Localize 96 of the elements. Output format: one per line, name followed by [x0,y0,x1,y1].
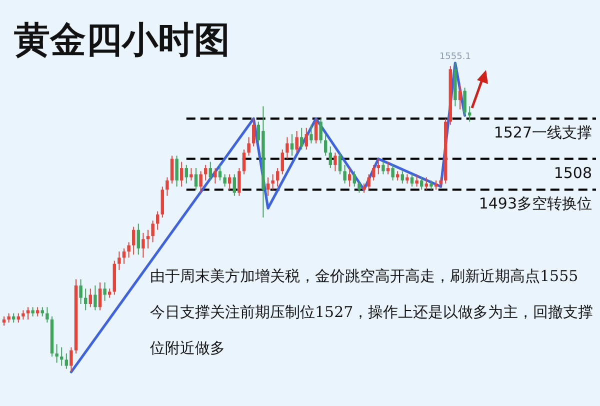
candlestick [199,170,202,194]
candlestick [228,174,232,190]
candlestick [60,346,64,366]
candlestick [304,127,308,150]
candlestick [16,312,20,324]
candlestick [247,136,250,156]
candlestick [204,164,208,181]
candlestick [70,346,73,372]
text: 1555.1 [439,52,471,62]
candlestick [36,306,40,317]
candlestick [372,164,376,181]
candlestick [319,118,322,144]
candlestick [142,232,145,258]
candlestick [214,168,217,184]
candlestick [55,344,58,364]
candlestick [415,174,418,188]
candlestick [252,118,256,147]
candlestick [194,168,198,190]
text: 1508 [554,164,592,182]
candlestick [314,118,318,144]
candlestick [386,161,390,175]
candlestick [280,149,284,175]
candlestick [170,155,174,184]
candlestick [151,220,154,243]
candlestick [166,176,169,196]
title: 黄金四小时图 [14,19,230,61]
candlestick [180,161,184,188]
candlestick [94,284,97,311]
candlestick [223,174,226,188]
candlestick [46,306,49,324]
candlestick [88,288,92,308]
candlestick [156,210,160,230]
candlestick [127,242,130,258]
candlestick [190,168,193,181]
candlestick [362,183,366,194]
candlestick [238,168,241,196]
candlestick [424,176,428,190]
text: 1493多空转换位 [478,194,592,213]
candlestick [410,174,414,188]
annotation: 由于周末美方加增关税，金价跳空高开高走，刷新近期高点1555 [150,266,580,287]
candlestick [406,174,409,184]
candlestick [276,168,280,188]
candlestick [334,152,337,172]
candlestick [300,127,304,150]
candlestick [7,312,10,324]
candlestick [367,174,370,190]
candlestick [382,161,385,175]
candlestick [26,306,30,320]
candlestick [295,130,298,154]
candlestick [458,84,462,110]
candlestick [430,180,433,190]
candlestick [2,316,6,326]
candlestick [208,161,212,181]
candlestick [348,168,352,188]
candlestick [132,226,136,256]
candlestick [122,248,126,264]
candlestick [376,158,380,175]
candlestick [338,152,342,175]
candlestick [218,164,222,181]
candlestick [420,176,424,190]
candlestick [118,250,121,271]
candlestick [271,174,274,190]
candlestick [352,170,356,188]
candlestick [396,170,400,181]
candlestick [343,164,346,184]
candlestick [242,149,246,175]
candlestick [286,136,289,160]
text: 1527一线支撑 [494,124,592,142]
candlestick [79,278,82,305]
candlestick [31,306,34,317]
candlestick [324,134,328,156]
candlestick [463,87,466,116]
candlestick [358,180,361,194]
candlestick [266,176,270,196]
candlestick [98,282,102,311]
candlestick [310,124,313,144]
candlestick [400,170,404,184]
candlestick [146,229,150,249]
candlestick [175,155,178,188]
candlestick [439,176,442,188]
candlestick [434,180,438,190]
candlestick [12,312,16,324]
candlestick [468,106,472,122]
candlestick [22,310,25,320]
candlestick [290,134,294,156]
candlestick [84,288,88,311]
candlestick [328,146,332,169]
candlestick [232,174,236,196]
candlestick [40,306,44,317]
text: 今日支撑关注前期压制位1527，操作上还是以做多为主，回撤支撑位附近做多 [150,303,594,357]
candlestick [103,282,106,302]
candlestick [391,164,394,181]
candlestick [184,164,188,184]
candlestick [136,223,140,256]
candlestick [64,352,68,370]
candlestick [108,288,112,298]
